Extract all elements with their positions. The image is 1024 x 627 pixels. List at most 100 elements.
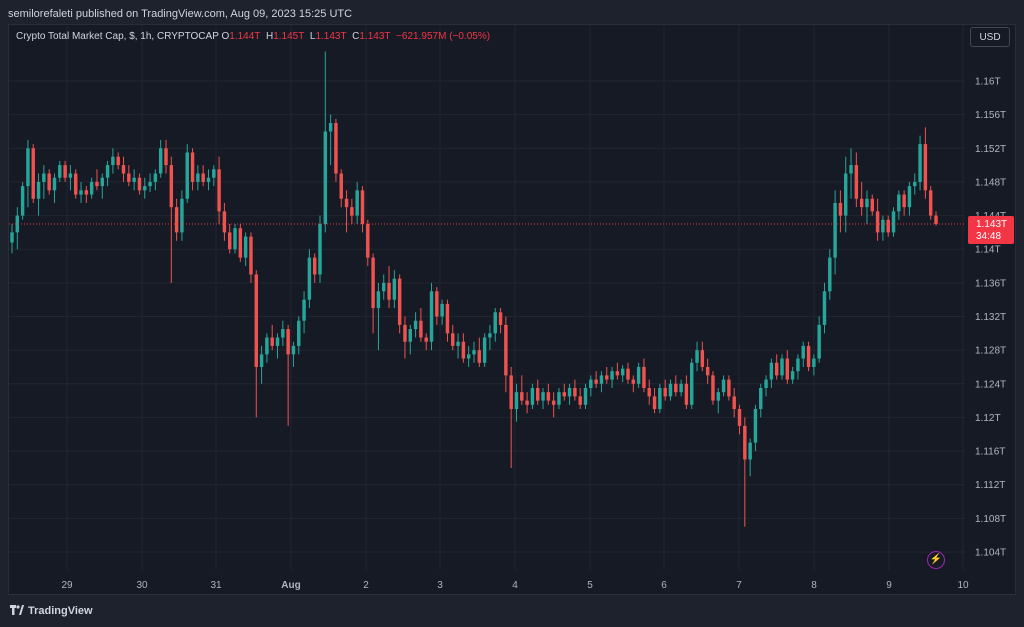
candle[interactable] [679, 379, 683, 397]
candle[interactable] [451, 324, 455, 351]
candle[interactable] [10, 223, 14, 254]
candle[interactable] [897, 190, 901, 220]
candle[interactable] [870, 194, 875, 216]
candle[interactable] [732, 387, 736, 418]
candle[interactable] [636, 362, 641, 388]
candle[interactable] [31, 144, 35, 203]
candle[interactable] [26, 139, 30, 208]
candle[interactable] [806, 341, 811, 372]
candle[interactable] [626, 362, 630, 384]
candle[interactable] [594, 371, 598, 388]
candle[interactable] [668, 379, 673, 401]
candle[interactable] [302, 291, 306, 334]
candle[interactable] [387, 266, 391, 309]
candle[interactable] [174, 198, 179, 241]
candle[interactable] [20, 181, 25, 220]
candle[interactable] [408, 324, 413, 355]
candle[interactable] [445, 299, 450, 342]
candle[interactable] [705, 358, 710, 384]
candle[interactable] [711, 371, 715, 405]
currency-button[interactable]: USD [970, 27, 1010, 47]
candle[interactable] [907, 181, 912, 216]
candle[interactable] [790, 366, 795, 384]
candle[interactable] [360, 186, 365, 233]
candle[interactable] [477, 337, 482, 367]
candle[interactable] [323, 51, 328, 233]
candle[interactable] [466, 345, 471, 367]
candle[interactable] [318, 215, 322, 283]
candle[interactable] [281, 320, 285, 346]
candle[interactable] [424, 333, 428, 351]
candle[interactable] [509, 366, 513, 468]
candle[interactable] [700, 341, 705, 372]
candle[interactable] [913, 173, 917, 195]
candle[interactable] [243, 232, 248, 267]
candle[interactable] [15, 207, 20, 250]
candle[interactable] [859, 181, 864, 216]
candle[interactable] [397, 274, 402, 334]
candle[interactable] [89, 177, 94, 199]
candle[interactable] [339, 169, 343, 208]
candle[interactable] [350, 198, 354, 224]
candle[interactable] [488, 324, 492, 351]
candle[interactable] [68, 165, 73, 191]
candle[interactable] [307, 249, 312, 309]
candle[interactable] [84, 186, 89, 203]
candle[interactable] [52, 173, 57, 203]
candle[interactable] [865, 190, 869, 224]
candle[interactable] [891, 207, 896, 237]
candle[interactable] [153, 169, 158, 191]
candle[interactable] [111, 148, 115, 174]
candle[interactable] [578, 387, 582, 410]
candle[interactable] [881, 215, 885, 241]
candle[interactable] [652, 387, 657, 414]
candle[interactable] [743, 417, 747, 527]
candle[interactable] [716, 387, 721, 414]
candle[interactable] [265, 333, 269, 363]
candle[interactable] [36, 173, 41, 216]
candle[interactable] [121, 156, 126, 182]
candle[interactable] [833, 190, 837, 275]
symbol-legend[interactable]: Crypto Total Market Cap, $, 1h, CRYPTOCA… [16, 31, 490, 42]
candle[interactable] [541, 387, 545, 410]
candle[interactable] [275, 333, 280, 359]
candle[interactable] [461, 333, 466, 363]
candle[interactable] [583, 383, 588, 410]
candle[interactable] [312, 253, 317, 283]
candle[interactable] [190, 148, 195, 191]
candle[interactable] [886, 215, 890, 237]
candle[interactable] [934, 211, 938, 226]
candle[interactable] [615, 362, 620, 380]
candle[interactable] [525, 392, 529, 414]
candle[interactable] [259, 345, 264, 384]
candle[interactable] [610, 366, 614, 388]
candle[interactable] [249, 232, 253, 283]
candle[interactable] [759, 383, 763, 418]
candle[interactable] [695, 341, 699, 372]
candle[interactable] [270, 324, 274, 351]
candle[interactable] [435, 287, 439, 325]
lightning-icon[interactable]: ⚡ [927, 551, 945, 569]
candle[interactable] [817, 316, 821, 363]
candle[interactable] [472, 341, 476, 363]
candle[interactable] [371, 253, 375, 334]
candle[interactable] [748, 438, 752, 477]
candle[interactable] [73, 169, 78, 199]
candle[interactable] [63, 160, 67, 182]
candle[interactable] [493, 308, 497, 342]
candle[interactable] [58, 160, 62, 182]
candle[interactable] [164, 139, 168, 174]
candle[interactable] [286, 324, 290, 426]
candle[interactable] [143, 177, 147, 199]
candle[interactable] [328, 114, 333, 166]
candle[interactable] [498, 308, 503, 334]
candle[interactable] [928, 186, 933, 220]
candle[interactable] [854, 152, 859, 208]
candle[interactable] [875, 198, 880, 241]
candle[interactable] [440, 299, 444, 325]
candle[interactable] [158, 139, 163, 178]
candle[interactable] [79, 181, 83, 203]
candle[interactable] [689, 358, 694, 410]
candle[interactable] [47, 169, 51, 195]
